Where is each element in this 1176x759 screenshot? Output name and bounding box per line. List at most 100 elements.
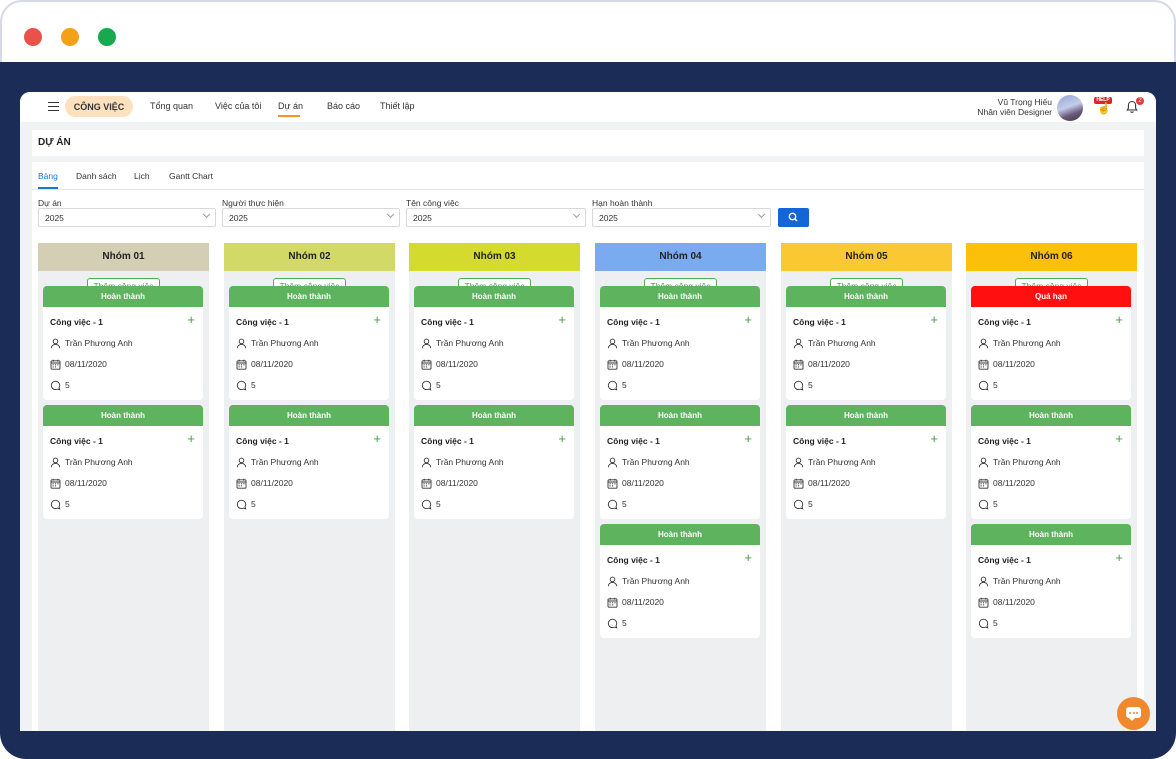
user-icon — [421, 457, 432, 468]
comments-row[interactable]: 5 — [607, 380, 627, 391]
comments-row[interactable]: 5 — [793, 499, 813, 510]
comments-row[interactable]: 5 — [978, 618, 998, 629]
status-badge: Hoàn thành — [600, 405, 760, 426]
due-date-row: 08/11/2020 — [50, 359, 107, 370]
task-title[interactable]: Công việc - 1 — [978, 317, 1031, 327]
nav-item-overview[interactable]: Tổng quan — [150, 101, 194, 111]
help-icon[interactable]: HELP ☝ — [1094, 97, 1114, 117]
due-date-row: 08/11/2020 — [978, 359, 1035, 370]
add-icon[interactable]: + — [1115, 312, 1123, 327]
user-icon — [50, 338, 61, 349]
add-icon[interactable]: + — [373, 431, 381, 446]
task-card[interactable]: Hoàn thành Công việc - 1 + Trần Phương Anh 0… — [43, 286, 203, 400]
tab-list[interactable]: Danh sách — [76, 171, 117, 181]
chat-button[interactable] — [1117, 697, 1150, 730]
user-info[interactable]: Vũ Trọng Hiếu Nhân viên Designer — [977, 97, 1052, 117]
task-card[interactable]: Hoàn thành Công việc - 1 + Trần Phương Anh 0… — [229, 405, 389, 519]
task-title[interactable]: Công việc - 1 — [50, 436, 103, 446]
top-navigation: CÔNG VIỆC Tổng quan Việc của tôi Dự án B… — [20, 92, 1156, 122]
task-title[interactable]: Công việc - 1 — [421, 317, 474, 327]
task-card[interactable]: Hoàn thành Công việc - 1 + Trần Phương Anh 0… — [786, 405, 946, 519]
avatar[interactable] — [1057, 95, 1083, 121]
comments-row[interactable]: 5 — [978, 380, 998, 391]
column-header: Nhóm 03 — [409, 243, 580, 271]
minimize-window-button[interactable] — [61, 28, 79, 46]
add-icon[interactable]: + — [558, 312, 566, 327]
task-title[interactable]: Công việc - 1 — [236, 317, 289, 327]
nav-item-projects[interactable]: Dự án — [278, 101, 304, 111]
nav-item-reports[interactable]: Báo cáo — [327, 101, 361, 111]
task-card[interactable]: Hoàn thành Công việc - 1 + Trần Phương Anh 0… — [600, 524, 760, 638]
add-icon[interactable]: + — [1115, 431, 1123, 446]
assignee-row: Trần Phương Anh — [236, 457, 319, 468]
tab-board[interactable]: Bảng — [38, 171, 58, 181]
add-icon[interactable]: + — [373, 312, 381, 327]
due-date-row: 08/11/2020 — [421, 478, 478, 489]
due-date-row: 08/11/2020 — [607, 597, 664, 608]
task-card[interactable]: Hoàn thành Công việc - 1 + Trần Phương Anh 0… — [229, 286, 389, 400]
add-icon[interactable]: + — [930, 312, 938, 327]
task-card[interactable]: Hoàn thành Công việc - 1 + Trần Phương Anh 0… — [414, 405, 574, 519]
filter-select-due-date[interactable]: 2025 — [592, 208, 771, 227]
due-date-row: 08/11/2020 — [50, 478, 107, 489]
task-title[interactable]: Công việc - 1 — [236, 436, 289, 446]
comments-row[interactable]: 5 — [793, 380, 813, 391]
assignee-name: Trần Phương Anh — [622, 338, 690, 348]
task-title[interactable]: Công việc - 1 — [607, 555, 660, 565]
task-title[interactable]: Công việc - 1 — [978, 555, 1031, 565]
task-card[interactable]: Hoàn thành Công việc - 1 + Trần Phương Anh 0… — [786, 286, 946, 400]
task-card[interactable]: Hoàn thành Công việc - 1 + Trần Phương Anh 0… — [600, 405, 760, 519]
tab-calendar[interactable]: Lịch — [134, 171, 150, 181]
comments-row[interactable]: 5 — [236, 499, 256, 510]
task-card[interactable]: Hoàn thành Công việc - 1 + Trần Phương Anh 0… — [971, 524, 1131, 638]
comments-row[interactable]: 5 — [236, 380, 256, 391]
calendar-icon — [236, 360, 247, 370]
add-icon[interactable]: + — [744, 312, 752, 327]
task-card[interactable]: Quá hạn Công việc - 1 + Trần Phương Anh 08/1… — [971, 286, 1131, 400]
bell-icon[interactable] — [1124, 99, 1140, 115]
task-title[interactable]: Công việc - 1 — [793, 317, 846, 327]
add-icon[interactable]: + — [187, 431, 195, 446]
task-card[interactable]: Hoàn thành Công việc - 1 + Trần Phương Anh 0… — [971, 405, 1131, 519]
task-title[interactable]: Công việc - 1 — [607, 436, 660, 446]
comments-row[interactable]: 5 — [978, 499, 998, 510]
close-window-button[interactable] — [24, 28, 42, 46]
task-card[interactable]: Hoàn thành Công việc - 1 + Trần Phương Anh 0… — [43, 405, 203, 519]
filter-select-assignee[interactable]: 2025 — [222, 208, 400, 227]
nav-item-settings[interactable]: Thiết lập — [380, 101, 415, 111]
assignee-row: Trần Phương Anh — [793, 338, 876, 349]
filter-select-task-name[interactable]: 2025 — [406, 208, 586, 227]
add-icon[interactable]: + — [744, 431, 752, 446]
task-title[interactable]: Công việc - 1 — [421, 436, 474, 446]
task-card[interactable]: Hoàn thành Công việc - 1 + Trần Phương Anh 0… — [414, 286, 574, 400]
comments-row[interactable]: 5 — [50, 380, 70, 391]
module-button[interactable]: CÔNG VIỆC — [65, 96, 133, 117]
nav-item-my-tasks[interactable]: Việc của tôi — [215, 101, 262, 111]
filter-select-project[interactable]: 2025 — [38, 208, 216, 227]
calendar-icon — [978, 479, 989, 489]
comment-count: 5 — [993, 380, 998, 390]
add-icon[interactable]: + — [744, 550, 752, 565]
add-icon[interactable]: + — [187, 312, 195, 327]
task-card[interactable]: Hoàn thành Công việc - 1 + Trần Phương Anh 0… — [600, 286, 760, 400]
comments-row[interactable]: 5 — [421, 499, 441, 510]
tab-gantt-chart[interactable]: Gantt Chart — [169, 171, 213, 181]
user-icon — [607, 338, 618, 349]
assignee-row: Trần Phương Anh — [978, 338, 1061, 349]
maximize-window-button[interactable] — [98, 28, 116, 46]
comments-row[interactable]: 5 — [50, 499, 70, 510]
task-title[interactable]: Công việc - 1 — [607, 317, 660, 327]
comments-row[interactable]: 5 — [607, 618, 627, 629]
add-icon[interactable]: + — [1115, 550, 1123, 565]
comments-row[interactable]: 5 — [607, 499, 627, 510]
add-icon[interactable]: + — [930, 431, 938, 446]
comment-icon — [793, 380, 804, 391]
task-title[interactable]: Công việc - 1 — [978, 436, 1031, 446]
menu-icon[interactable] — [48, 102, 59, 111]
task-title[interactable]: Công việc - 1 — [50, 317, 103, 327]
search-button[interactable] — [778, 208, 809, 227]
due-date: 08/11/2020 — [622, 597, 664, 607]
comments-row[interactable]: 5 — [421, 380, 441, 391]
add-icon[interactable]: + — [558, 431, 566, 446]
task-title[interactable]: Công việc - 1 — [793, 436, 846, 446]
